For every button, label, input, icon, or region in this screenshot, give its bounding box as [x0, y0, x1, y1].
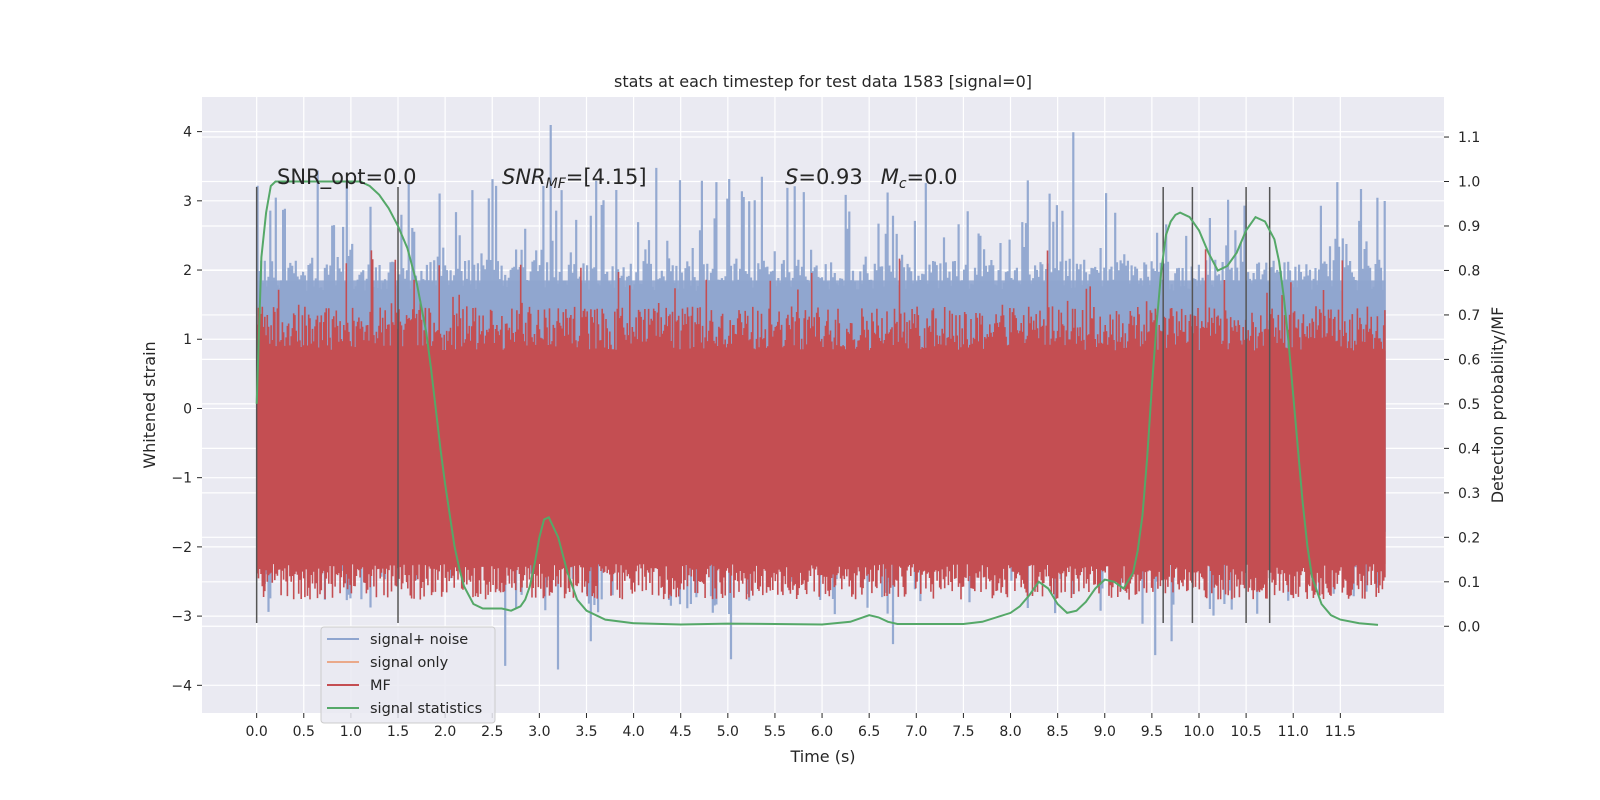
y-tick-label-left: −4 — [171, 678, 192, 694]
signal-statistics-series — [255, 180, 1379, 626]
x-tick-label: 1.5 — [387, 724, 409, 740]
legend-entry-signal-statistics: signal statistics — [327, 701, 482, 717]
y-tick-label-right: 0.1 — [1458, 575, 1480, 591]
mf-series — [256, 249, 1386, 600]
legend-label-signal-statistics: signal statistics — [370, 701, 482, 717]
signal-statistics-line — [255, 180, 1379, 626]
annotation-snr-opt: SNR_opt=0.0 — [277, 165, 417, 190]
y-tick-label-left: −3 — [171, 609, 192, 625]
x-tick-label: 10.5 — [1231, 724, 1262, 740]
x-tick-label: 4.0 — [622, 724, 644, 740]
y-tick-label-left: 1 — [183, 332, 192, 348]
y-tick-label-right: 0.3 — [1458, 486, 1480, 502]
legend-entry-signal-noise: signal+ noise — [327, 632, 468, 648]
x-tick-label: 8.5 — [1047, 724, 1069, 740]
chart-title: stats at each timestep for test data 158… — [614, 72, 1032, 91]
x-tick-label: 6.5 — [858, 724, 880, 740]
x-tick-label: 7.0 — [905, 724, 927, 740]
y-tick-label-left: −1 — [171, 471, 192, 487]
tick-labels: 0.0 0.5 1.0 1.5 2.0 2.5 3.0 3.5 4.0 4.5 5.0 5.5 6.0 6… — [171, 125, 1480, 740]
legend-box — [320, 626, 496, 724]
legend-entry-mf: MF — [327, 678, 391, 694]
x-tick-label: 4.5 — [670, 724, 692, 740]
vertical-markers — [255, 186, 1271, 624]
x-tick-label: 2.5 — [481, 724, 503, 740]
x-tick-label: 1.0 — [340, 724, 362, 740]
y-tick-label-right: 0.4 — [1458, 441, 1480, 457]
x-tick-label: 0.5 — [293, 724, 315, 740]
y-tick-label-right: 0.0 — [1458, 619, 1480, 635]
y-tick-label-right: 1.0 — [1458, 175, 1480, 191]
x-tick-label: 6.0 — [811, 724, 833, 740]
y-tick-label-left: −2 — [171, 540, 192, 556]
annotation-stats: S=0.93 Mc=0.0 — [785, 165, 958, 192]
x-tick-label: 3.5 — [575, 724, 597, 740]
x-tick-label: 8.0 — [999, 724, 1021, 740]
y-tick-label-right: 1.1 — [1458, 130, 1480, 146]
y-axis-label-right: Detection probability/MF — [1488, 307, 1507, 504]
legend-label-mf: MF — [370, 678, 391, 694]
legend-label-signal-noise: signal+ noise — [370, 632, 468, 648]
y-tick-label-right: 0.6 — [1458, 352, 1480, 368]
x-tick-label: 0.0 — [246, 724, 268, 740]
x-tick-label: 9.5 — [1141, 724, 1163, 740]
x-tick-label: 10.0 — [1183, 724, 1214, 740]
x-tick-label: 3.0 — [528, 724, 550, 740]
y-tick-label-right: 0.9 — [1458, 219, 1480, 235]
y-tick-label-left: 3 — [183, 194, 192, 210]
x-axis-label: Time (s) — [789, 747, 855, 766]
x-tick-label: 5.5 — [764, 724, 786, 740]
y-tick-label-left: 4 — [183, 125, 192, 141]
x-tick-label: 9.0 — [1094, 724, 1116, 740]
y-tick-label-right: 0.2 — [1458, 530, 1480, 546]
y-tick-label-right: 0.7 — [1458, 308, 1480, 324]
y-tick-label-left: 2 — [183, 263, 192, 279]
y-tick-label-left: 0 — [183, 401, 192, 417]
y-axis-label-left: Whitened strain — [140, 341, 159, 468]
x-tick-label: 11.0 — [1278, 724, 1309, 740]
x-tick-label: 7.5 — [952, 724, 974, 740]
x-tick-label: 11.5 — [1325, 724, 1356, 740]
legend-entry-signal-only: signal only — [327, 655, 449, 671]
x-tick-label: 2.0 — [434, 724, 456, 740]
y-tick-label-right: 0.5 — [1458, 397, 1480, 413]
y-tick-label-right: 0.8 — [1458, 263, 1480, 279]
annotation-snr-mf: SNRMF=[4.15] — [502, 165, 647, 192]
legend-label-signal-only: signal only — [370, 655, 449, 671]
x-tick-label: 5.0 — [717, 724, 739, 740]
legend: signal+ noise signal only MF signal stat… — [320, 626, 496, 724]
